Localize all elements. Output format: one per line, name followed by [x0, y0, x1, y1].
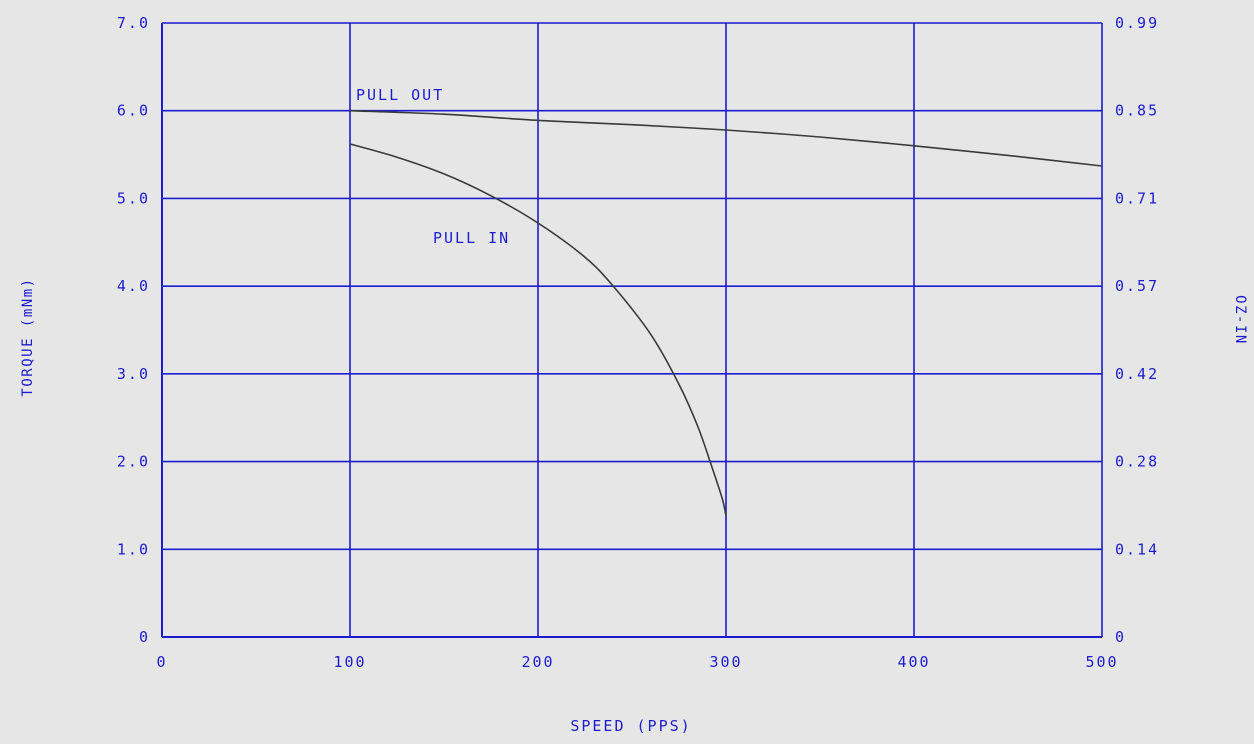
- x-tick-label: 0: [156, 653, 167, 671]
- x-tick-label: 100: [333, 653, 366, 671]
- y-tick-label: 3.0: [117, 365, 150, 383]
- y2-tick-label: 0.99: [1115, 14, 1159, 32]
- x-tick-label: 400: [897, 653, 930, 671]
- x-tick-label: 500: [1085, 653, 1118, 671]
- pull-in-label: PULL IN: [433, 229, 510, 247]
- pull-out-label: PULL OUT: [356, 86, 444, 104]
- y-axis-label: TORQUE (mNm): [20, 277, 36, 396]
- y-tick-label: 1.0: [117, 540, 150, 558]
- pull-in-curve: [349, 143, 727, 517]
- grid: [161, 22, 1103, 638]
- curves: [349, 109, 1103, 517]
- y-tick-label: 7.0: [117, 14, 150, 32]
- y2-tick-label: 0.85: [1115, 102, 1159, 120]
- y2-tick-label: 0.71: [1115, 189, 1159, 207]
- y2-tick-label: 0.14: [1115, 540, 1159, 558]
- y2-tick-label: 0: [1115, 628, 1126, 646]
- y2-tick-label: 0.28: [1115, 453, 1159, 471]
- x-axis-label: SPEED (PPS): [570, 717, 691, 735]
- y-tick-label: 4.0: [117, 277, 150, 295]
- y-tick-label: 5.0: [117, 189, 150, 207]
- x-tick-label: 300: [709, 653, 742, 671]
- y-tick-label: 6.0: [117, 102, 150, 120]
- pull-out-curve: [349, 109, 1103, 167]
- x-tick-label: 200: [521, 653, 554, 671]
- y-tick-label: 2.0: [117, 453, 150, 471]
- secondary-y-axis-label: OZ-IN: [1232, 295, 1248, 345]
- series-labels: PULL OUT PULL IN: [356, 86, 510, 247]
- y-tick-label: 0: [139, 628, 150, 646]
- tick-labels: 0 01.0 0.142.0 0.283.0 0.424.0 0.575.0 0.716.0…: [117, 14, 1159, 671]
- y2-tick-label: 0.57: [1115, 277, 1159, 295]
- y2-tick-label: 0.42: [1115, 365, 1159, 383]
